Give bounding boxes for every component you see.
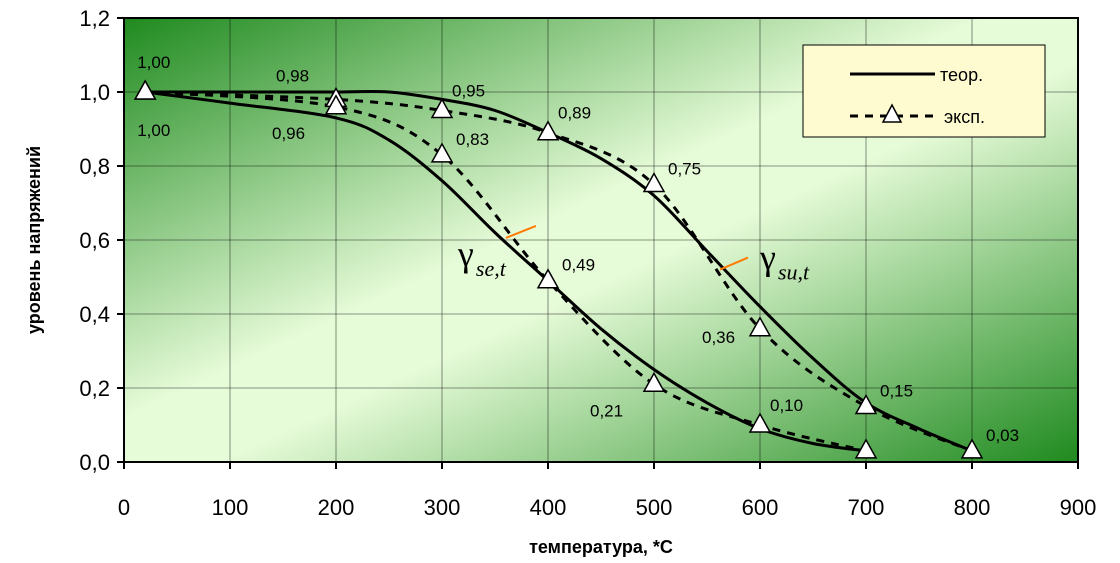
y-axis-title: уровень напряжений: [24, 146, 44, 334]
exp-curve: [145, 90, 973, 453]
legend-marker-exp: [881, 103, 903, 123]
x-tick-label: 200: [318, 495, 355, 520]
exp-marker: [133, 79, 157, 100]
exp-marker: [642, 371, 666, 393]
x-tick-label: 400: [530, 495, 567, 520]
data-label: 0,89: [558, 104, 591, 123]
data-labels: 1,00 1,00 0,98 0,96 0,95 0,83 0,89 0,49 0,75 0,21…: [137, 53, 1019, 445]
exp-marker: [854, 393, 878, 415]
legend-label-exp: эксп.: [944, 107, 985, 127]
exp-marker: [536, 120, 560, 141]
data-label: 0,96: [272, 124, 305, 143]
legend-label-theor: теор.: [940, 65, 983, 85]
x-tick-label: 300: [424, 495, 461, 520]
x-axis-title: температура, *С: [529, 537, 673, 557]
data-label: 0,36: [702, 328, 735, 347]
gamma-symbol: γ: [457, 234, 474, 274]
y-tick-label: 0,2: [79, 376, 110, 401]
x-tick-label: 800: [954, 495, 991, 520]
legend-box: [802, 44, 1046, 138]
data-label: 0,15: [880, 382, 913, 401]
curve-annotations: γ su,tγ se,t: [457, 224, 810, 285]
data-label: 1,00: [137, 121, 170, 140]
leader-line: [505, 224, 537, 239]
x-tick-label: 900: [1060, 495, 1097, 520]
exp-marker: [430, 142, 454, 163]
x-tick-label: 500: [636, 495, 673, 520]
x-tick-label: 100: [212, 495, 249, 520]
exp-marker: [960, 438, 984, 459]
leader-line: [719, 256, 749, 271]
data-label: 0,49: [562, 256, 595, 275]
y-tick-label: 0,8: [79, 154, 110, 179]
data-label: 0,98: [276, 66, 309, 85]
data-label: 0,03: [986, 426, 1019, 445]
data-label: 0,21: [590, 401, 623, 420]
gamma-subscript: su,t: [778, 260, 810, 285]
exp-marker: [748, 412, 772, 433]
exp-marker: [748, 316, 772, 337]
y-tick-label: 1,2: [79, 6, 110, 31]
y-tick-label: 1,0: [79, 80, 110, 105]
y-tick-label: 0,4: [79, 302, 110, 327]
exp-marker: [430, 97, 454, 119]
x-tick-label: 0: [118, 495, 130, 520]
data-label: 1,00: [137, 53, 170, 72]
exp-marker: [324, 94, 348, 115]
data-label: 0,75: [668, 160, 701, 179]
x-tick-label: 700: [848, 495, 885, 520]
markers: [133, 79, 984, 459]
gamma-subscript: se,t: [476, 256, 507, 281]
gamma-symbol: γ: [759, 238, 776, 278]
exp-marker: [536, 268, 560, 289]
axes: 0 100 200 300 400 500 600 700 800 900 0,0 0,2 0,4 0,6…: [79, 6, 1096, 520]
data-label: 0,83: [456, 130, 489, 149]
legend: теор. эксп.: [802, 44, 1046, 138]
exp-marker: [642, 171, 666, 193]
data-label: 0,95: [452, 82, 485, 101]
exp-marker: [854, 438, 878, 459]
x-tick-label: 600: [742, 495, 779, 520]
y-tick-label: 0,6: [79, 228, 110, 253]
data-label: 0,10: [770, 396, 803, 415]
y-tick-label: 0,0: [79, 450, 110, 475]
